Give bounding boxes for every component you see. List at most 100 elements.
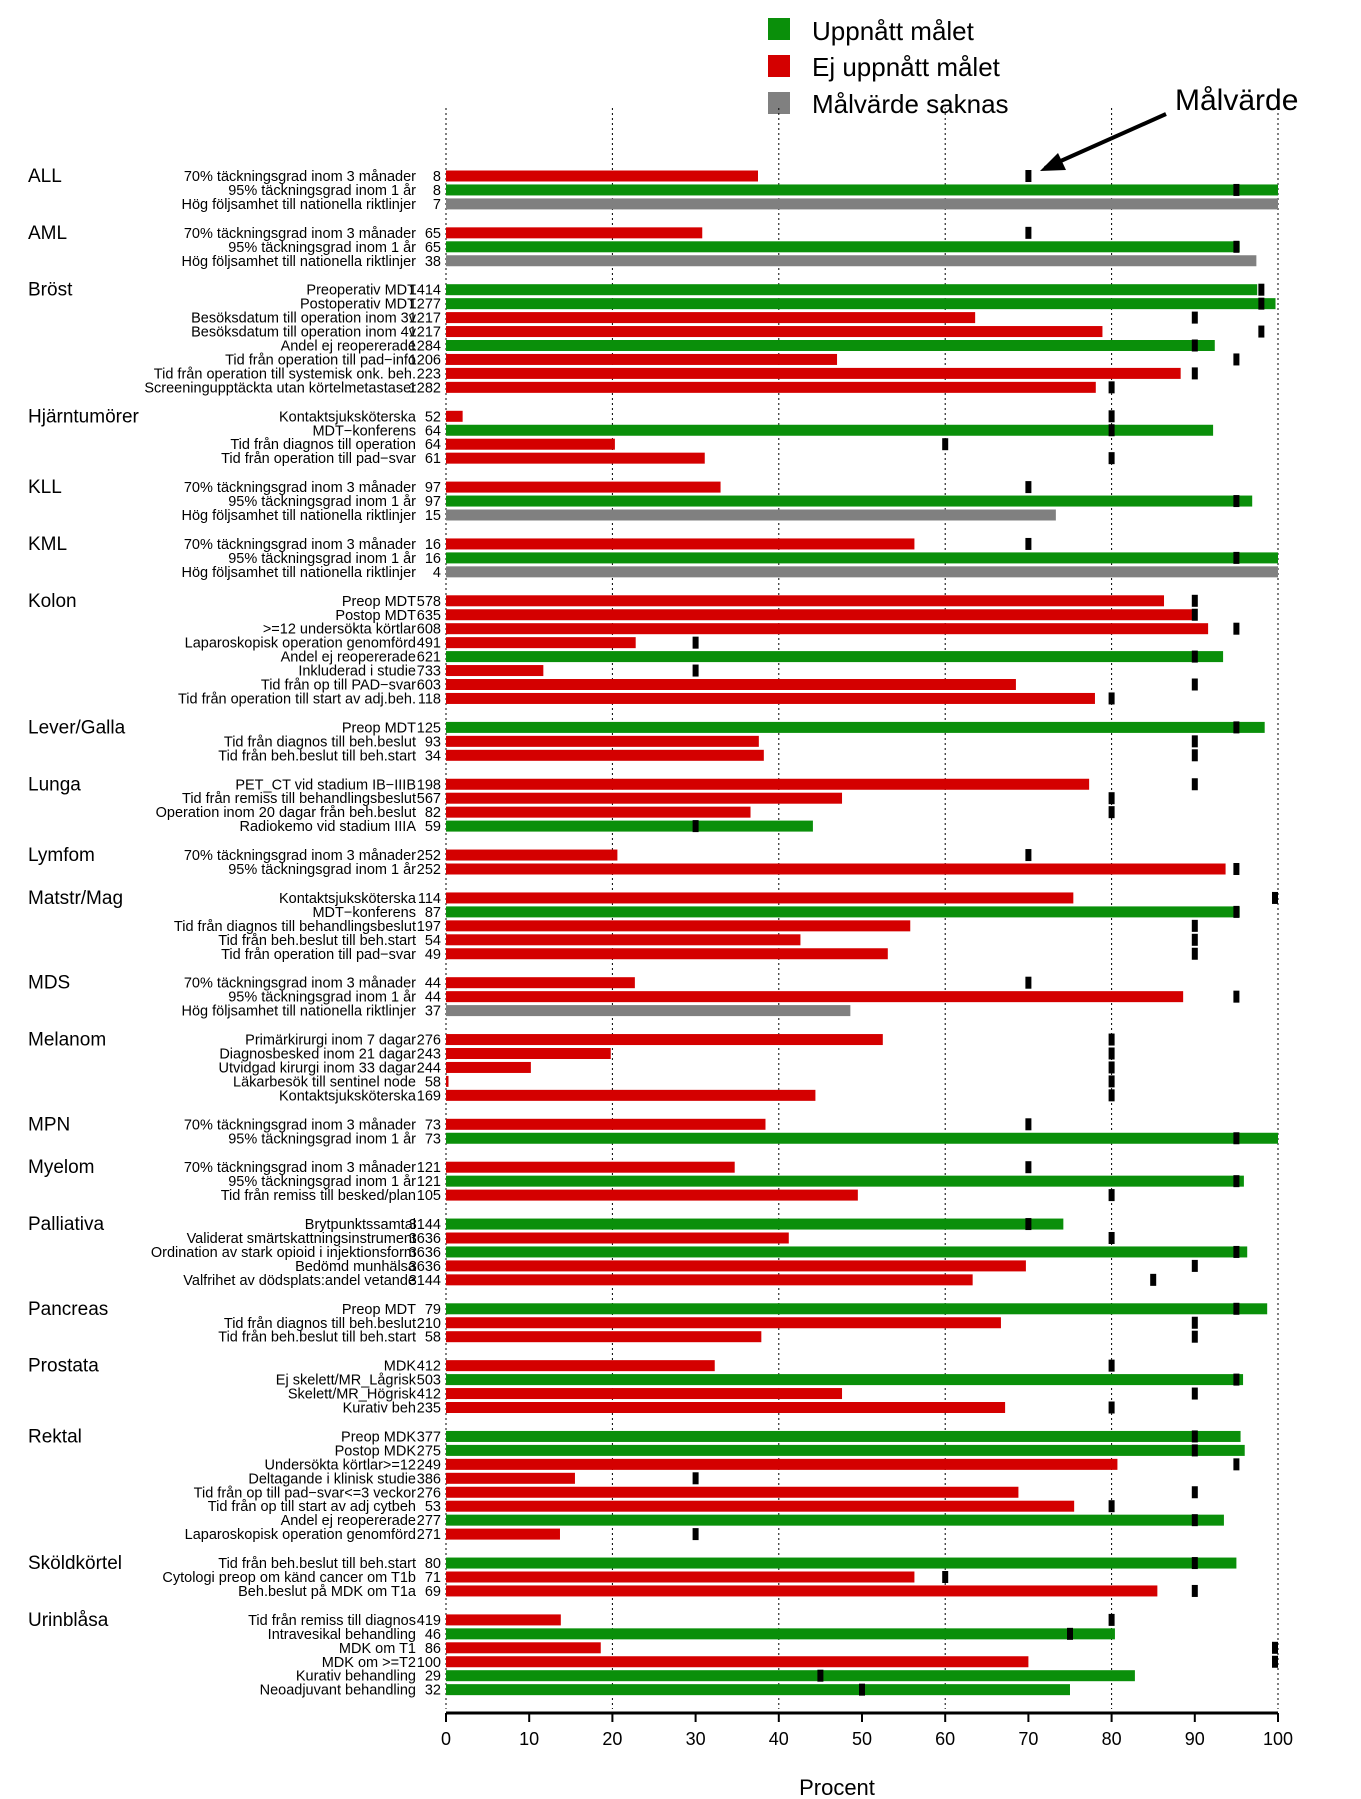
bar-red — [446, 1571, 915, 1583]
x-tick-label: 30 — [686, 1729, 706, 1749]
bar-red — [446, 452, 705, 464]
row-label: 95% täckningsgrad inom 1 år — [228, 551, 416, 567]
row-label: Tid från remiss till besked/plan — [221, 1188, 416, 1204]
target-marker — [1108, 1189, 1115, 1202]
target-marker — [1191, 1330, 1198, 1343]
target-marker — [1233, 551, 1240, 564]
bar-red — [446, 863, 1226, 875]
group-label: Prostata — [28, 1356, 99, 1377]
bar-red — [446, 692, 1095, 704]
row-count: 3636 — [409, 1231, 441, 1247]
group-label: Urinblåsa — [28, 1610, 109, 1631]
target-marker — [1233, 1302, 1240, 1315]
row-label: Hög följsamhet till nationella riktlinje… — [181, 197, 416, 213]
bar-red — [446, 1472, 575, 1484]
row-label: 95% täckningsgrad inom 1 år — [228, 1131, 416, 1147]
target-annotation: Målvärde — [1040, 84, 1298, 171]
row-count: 1282 — [409, 380, 441, 396]
bar-red — [446, 679, 1016, 690]
row-count: 100 — [417, 1655, 441, 1671]
row-label: 95% täckningsgrad inom 1 år — [228, 990, 416, 1006]
bar-red — [446, 326, 1103, 338]
row-count: 86 — [425, 1641, 441, 1657]
bar-green — [446, 184, 1278, 196]
group-label: Sköldkörtel — [28, 1553, 122, 1574]
bar-green — [446, 1218, 1064, 1230]
target-marker — [1025, 226, 1032, 239]
target-marker — [1233, 1175, 1240, 1188]
target-marker — [1025, 481, 1032, 494]
bar-green — [446, 340, 1215, 351]
bar-red — [446, 934, 801, 946]
row-count: 65 — [425, 226, 441, 242]
bar-red — [446, 1075, 449, 1087]
row-label: Operation inom 20 dagar från beh.beslut — [156, 805, 416, 821]
target-marker — [1108, 1359, 1115, 1372]
row-count: 252 — [417, 862, 441, 878]
row-count: 419 — [417, 1613, 441, 1629]
row-count: 8 — [433, 169, 441, 185]
row-count: 491 — [417, 636, 441, 652]
row-label: 70% täckningsgrad inom 3 månader — [184, 169, 416, 185]
target-marker — [692, 1472, 699, 1485]
row-label: MDK — [384, 1359, 417, 1375]
bar-red — [446, 1402, 1006, 1413]
bar-green — [446, 1514, 1224, 1526]
bar-red — [446, 312, 976, 324]
target-marker — [1233, 905, 1240, 918]
row-label: Intravesikal behandling — [268, 1627, 416, 1643]
row-label: MDK om >=T2 — [322, 1655, 416, 1671]
row-label: Neoadjuvant behandling — [260, 1683, 416, 1699]
legend-swatch-no-target — [768, 92, 790, 114]
bar-red — [446, 1500, 1075, 1512]
target-marker — [1191, 311, 1198, 324]
row-count: 733 — [417, 664, 441, 680]
row-count: 1217 — [409, 311, 441, 327]
target-marker — [1191, 1259, 1198, 1272]
bar-red — [446, 353, 838, 365]
target-marker — [1108, 692, 1115, 705]
bar-gray — [446, 509, 1056, 521]
group-label: Matstr/Mag — [28, 888, 123, 909]
row-label: Laparoskopisk operation genomförd — [185, 1527, 416, 1543]
row-label: Tid från operation till start av adj.beh… — [178, 691, 416, 707]
row-count: 1206 — [409, 352, 441, 368]
row-count: 16 — [425, 537, 441, 553]
target-marker — [1108, 452, 1115, 465]
row-count: 73 — [425, 1131, 441, 1147]
bar-red — [446, 1161, 735, 1173]
target-marker — [1233, 1373, 1240, 1386]
row-label: Kontaktsjuksköterska — [279, 891, 417, 907]
bar-red — [446, 991, 1184, 1003]
row-label: Cytologi preop om känd cancer om T1b — [162, 1570, 416, 1586]
row-label: Postoperativ MDT — [300, 297, 416, 313]
row-label: Postop MDT — [335, 608, 416, 624]
row-label: Postop MDK — [335, 1443, 417, 1459]
bar-red — [446, 1048, 611, 1059]
row-count: 3144 — [409, 1273, 441, 1289]
bar-green — [446, 1132, 1278, 1144]
bar-red — [446, 1260, 1026, 1272]
bar-green — [446, 1246, 1248, 1258]
bar-red — [446, 1614, 561, 1626]
bar-green — [446, 820, 813, 832]
legend: Uppnått målet Ej uppnått målet Målvärde … — [768, 16, 1009, 119]
bar-green — [446, 1374, 1244, 1386]
bar-red — [446, 665, 544, 677]
row-count: 118 — [418, 691, 441, 707]
target-marker — [942, 438, 949, 451]
row-count: 44 — [425, 990, 441, 1006]
bar-green — [446, 651, 1224, 663]
target-marker — [1108, 1401, 1115, 1414]
row-label: Tid från operation till pad−info — [225, 352, 416, 368]
group-label: Lunga — [28, 774, 81, 795]
target-marker — [1191, 1584, 1198, 1597]
row-label: 70% täckningsgrad inom 3 månader — [184, 1117, 416, 1133]
bar-red — [446, 1642, 601, 1654]
bar-red — [446, 1458, 1118, 1470]
target-marker — [1108, 410, 1115, 423]
row-count: 64 — [425, 423, 441, 439]
bar-red — [446, 849, 618, 861]
row-label: Andel ej reopererade — [281, 339, 416, 355]
row-label: Kurativ beh — [343, 1401, 416, 1417]
